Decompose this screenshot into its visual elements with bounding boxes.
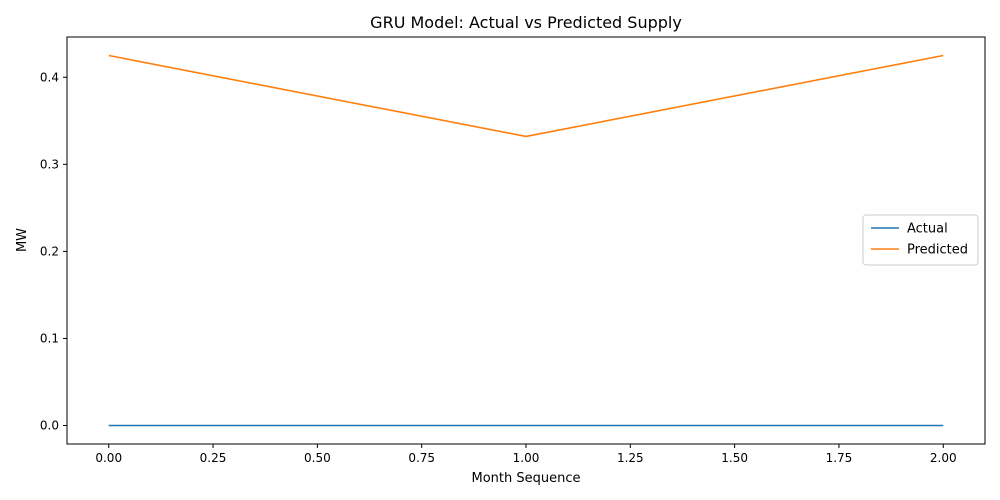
- x-tick-label: 0.50: [304, 451, 331, 465]
- y-tick-label: 0.0: [40, 419, 59, 433]
- x-tick-label: 1.75: [826, 451, 853, 465]
- y-axis: 0.0 0.1 0.2 0.3 0.4: [40, 70, 67, 433]
- x-tick-label: 0.75: [408, 451, 435, 465]
- y-tick-label: 0.3: [40, 157, 59, 171]
- x-tick-label: 1.00: [513, 451, 540, 465]
- x-tick-label: 1.50: [721, 451, 748, 465]
- y-tick-label: 0.2: [40, 244, 59, 258]
- x-tick-label: 1.25: [617, 451, 644, 465]
- plot-area: [66, 36, 986, 445]
- series-line-predicted: [108, 54, 944, 138]
- x-tick-label: 0.25: [200, 451, 227, 465]
- x-tick-label: 0.00: [95, 451, 122, 465]
- chart-title: GRU Model: Actual vs Predicted Supply: [370, 13, 682, 32]
- y-axis-label: MW: [15, 228, 30, 252]
- legend-label-predicted: Predicted: [907, 243, 968, 258]
- plot-frame: [66, 36, 986, 445]
- y-tick-label: 0.1: [40, 331, 59, 345]
- legend-label-actual: Actual: [907, 222, 948, 237]
- x-axis: 0.00 0.25 0.50 0.75 1.00 1.25 1.50 1.75 2.00: [95, 444, 957, 465]
- series-lines: [108, 54, 944, 427]
- x-tick-label: 2.00: [930, 451, 957, 465]
- y-tick-label: 0.4: [40, 70, 59, 84]
- x-axis-label: Month Sequence: [471, 471, 580, 486]
- legend: Actual Predicted: [862, 214, 979, 266]
